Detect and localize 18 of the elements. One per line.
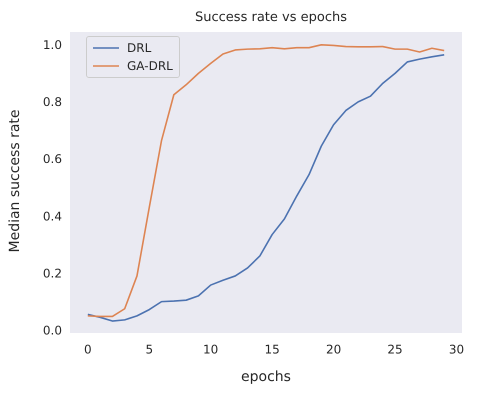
y-tick-label: 0.0 [42, 323, 62, 338]
x-tick-label: 15 [264, 342, 280, 357]
x-axis-title: epochs [241, 368, 291, 385]
x-tick-label: 0 [84, 342, 92, 357]
x-tick-label: 30 [448, 342, 464, 357]
y-tick-label: 0.4 [42, 209, 62, 224]
y-axis-title: Median success rate [6, 109, 23, 252]
x-tick-label: 25 [387, 342, 403, 357]
legend-label: DRL [127, 40, 152, 57]
y-tick-label: 0.6 [42, 152, 62, 166]
x-tick-label: 20 [326, 342, 342, 357]
y-tick-label: 0.2 [42, 266, 62, 280]
x-tick-label: 10 [203, 342, 218, 357]
y-tick-label: 1.0 [42, 38, 62, 52]
x-tick-label: 5 [145, 342, 154, 357]
y-tick-label: 0.8 [42, 95, 62, 110]
chart-title: Success rate vs epochs [194, 10, 348, 25]
legend-label: GA-DRL [127, 58, 173, 75]
